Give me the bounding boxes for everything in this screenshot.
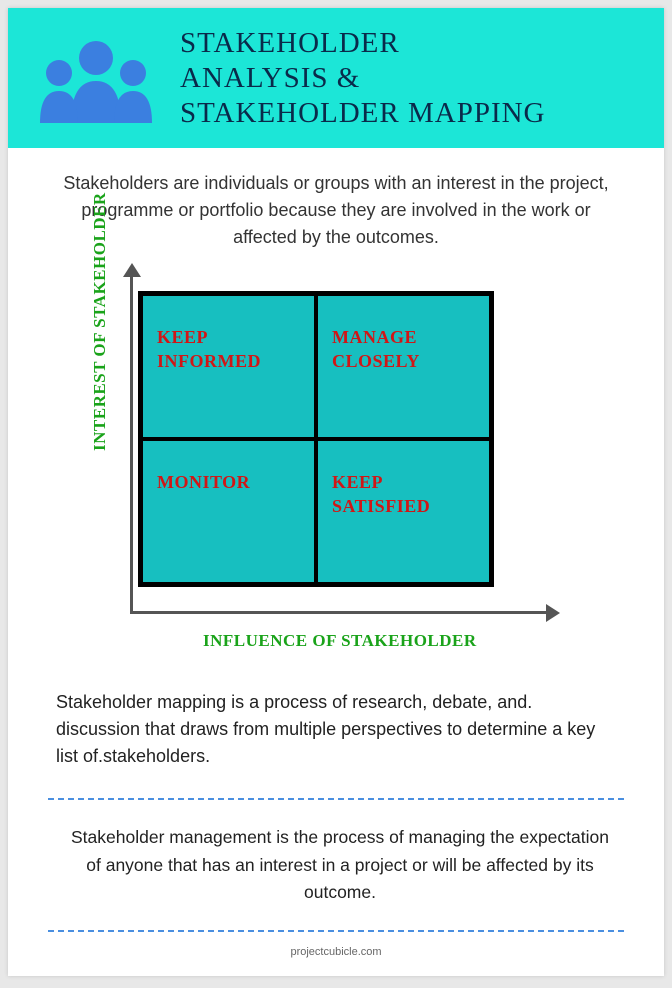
quadrant-keep-satisfied: KEEP SATISFIED: [316, 439, 491, 584]
title-line-1: STAKEHOLDER: [180, 26, 546, 61]
page: STAKEHOLDER ANALYSIS & STAKEHOLDER MAPPI…: [8, 8, 664, 976]
management-paragraph: Stakeholder management is the process of…: [8, 810, 664, 919]
quadrant-matrix: INTEREST OF STAKEHOLDER INFLUENCE OF STA…: [8, 261, 664, 671]
quadrant-manage-closely: MANAGE CLOSELY: [316, 294, 491, 439]
footer-credit: projectcubicle.com: [8, 942, 664, 976]
quadrant-monitor: MONITOR: [141, 439, 316, 584]
matrix-grid: KEEP INFORMED MANAGE CLOSELY MONITOR KEE…: [138, 291, 494, 587]
people-icon: [36, 33, 156, 123]
x-axis-label: INFLUENCE OF STAKEHOLDER: [203, 631, 477, 651]
y-axis-label: INTEREST OF STAKEHOLDER: [90, 193, 110, 452]
quadrant-keep-informed: KEEP INFORMED: [141, 294, 316, 439]
y-axis-arrow: [130, 273, 133, 613]
divider-1: [48, 798, 624, 800]
mapping-paragraph: Stakeholder mapping is a process of rese…: [8, 671, 664, 788]
title-line-3: STAKEHOLDER MAPPING: [180, 96, 546, 131]
header-bar: STAKEHOLDER ANALYSIS & STAKEHOLDER MAPPI…: [8, 8, 664, 148]
title-line-2: ANALYSIS &: [180, 61, 546, 96]
x-axis-arrow: [130, 611, 550, 614]
divider-2: [48, 930, 624, 932]
title-block: STAKEHOLDER ANALYSIS & STAKEHOLDER MAPPI…: [180, 26, 546, 130]
